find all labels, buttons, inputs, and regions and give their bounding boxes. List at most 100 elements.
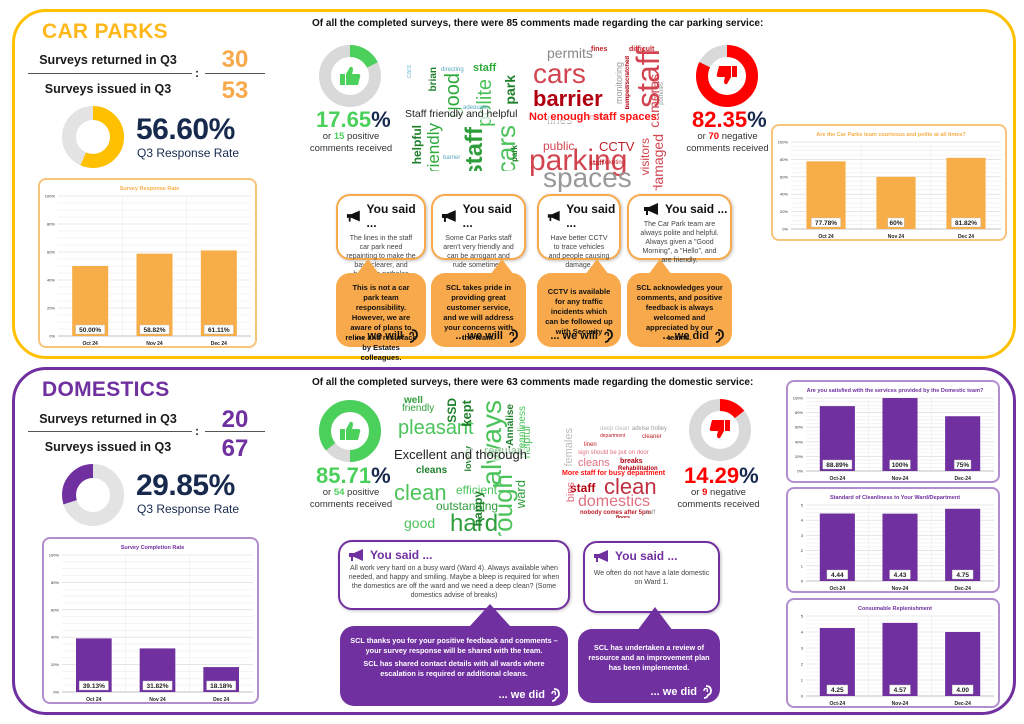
ear-icon bbox=[715, 329, 724, 343]
megaphone-icon bbox=[346, 210, 360, 222]
cloud-word: Annalise bbox=[505, 404, 516, 446]
reply-sign: ... we will bbox=[550, 329, 613, 343]
suffix: comments received bbox=[686, 143, 769, 154]
data-label-box bbox=[204, 324, 234, 335]
data-label-box bbox=[826, 684, 848, 695]
y-tick-label: 0% bbox=[782, 227, 788, 232]
chart-svg: Survey Completion Rate 0% 20% 40% 60% 80% 100%… bbox=[49, 545, 253, 703]
cloud-headline: Not enough staff spaces bbox=[529, 111, 657, 123]
donut-fill bbox=[62, 464, 124, 526]
bubble-tail bbox=[637, 607, 673, 631]
chart-title: Survey Completion Rate bbox=[121, 545, 185, 551]
positive-donut bbox=[319, 45, 381, 107]
y-tick-label: 4 bbox=[801, 630, 804, 635]
we-did-reply: SCL acknowledges your comments, and posi… bbox=[627, 273, 732, 347]
cloud-word: females bbox=[563, 428, 575, 467]
negative-word-cloud: females deep clean department linen sign… bbox=[560, 424, 674, 518]
positive-count: 15 bbox=[333, 131, 345, 142]
cloud-word: park bbox=[502, 75, 518, 105]
x-tick-label: Dec 24 bbox=[211, 341, 227, 347]
x-tick-label: Oct 24 bbox=[83, 341, 99, 347]
reply-text: This is not a car park team responsibili… bbox=[345, 283, 417, 362]
prefix: or bbox=[322, 131, 332, 142]
percent-number: 85.71 bbox=[316, 463, 372, 488]
prefix: or bbox=[697, 131, 706, 142]
cloud-word: cleans bbox=[416, 465, 448, 476]
returned-label: Surveys returned in Q3 bbox=[39, 53, 177, 67]
bar bbox=[72, 266, 109, 336]
courteous-chart: Are the Car Parks team courteous and pol… bbox=[771, 124, 1007, 241]
consumable-chart: Consumable Replenishment 0 1 2 3 4 5 4.25 Oct-24… bbox=[786, 598, 1000, 708]
megaphone-icon bbox=[441, 210, 456, 222]
x-tick-label: Dec 24 bbox=[213, 697, 229, 703]
car-parks-panel bbox=[12, 9, 1016, 359]
data-label: 4.43 bbox=[894, 572, 907, 579]
bar bbox=[882, 622, 918, 696]
y-tick-label: 0% bbox=[49, 334, 55, 339]
cloud-word: department bbox=[600, 433, 626, 439]
data-label-box bbox=[822, 459, 853, 470]
bubble-tail bbox=[585, 259, 609, 275]
reply-sign: ... we will bbox=[455, 329, 518, 343]
y-tick-label: 60% bbox=[780, 174, 788, 179]
positive-count-text: or 15 positive comments received bbox=[305, 131, 397, 155]
y-tick-label: 0% bbox=[53, 690, 59, 695]
data-label-box bbox=[887, 217, 905, 228]
chart-title: Consumable Replenishment bbox=[858, 606, 932, 612]
we-did-reply: SCL thanks you for your positive feedbac… bbox=[340, 626, 568, 706]
heading-text: You said ... bbox=[665, 202, 728, 216]
y-tick-label: 60% bbox=[47, 250, 55, 255]
cloud-word: helpful bbox=[410, 125, 424, 165]
data-label-box bbox=[79, 680, 109, 691]
y-tick-label: 0 bbox=[801, 694, 804, 699]
percent-number: 82.35 bbox=[692, 107, 748, 132]
cloud-word: staff bbox=[589, 160, 604, 167]
x-tick-label: Oct-24 bbox=[830, 701, 846, 707]
y-tick-label: 100% bbox=[45, 194, 56, 199]
ear-icon bbox=[551, 688, 560, 702]
y-tick-label: 20% bbox=[780, 209, 788, 214]
prefix: or bbox=[322, 487, 332, 498]
positive-word-cloud: pleasant always thorough clean hard good… bbox=[392, 396, 535, 536]
suffix: negative bbox=[721, 131, 758, 142]
percent-number: 17.65 bbox=[316, 107, 372, 132]
data-label: 58.82% bbox=[143, 327, 165, 334]
ear-icon bbox=[509, 329, 518, 343]
y-tick-label: 0% bbox=[797, 469, 803, 474]
cloud-word: efficient bbox=[456, 483, 498, 497]
you-said-heading: You said ... bbox=[539, 196, 619, 230]
sign-text: ... we did bbox=[662, 330, 709, 342]
response-rate-label: Q3 Response Rate bbox=[137, 146, 240, 160]
thumbs-down-icon bbox=[716, 66, 737, 85]
x-tick-label: Nov-24 bbox=[892, 586, 909, 592]
heading-text: You said ... bbox=[615, 549, 678, 563]
you-said-bubble: You said ... All work very hard on a bus… bbox=[338, 540, 570, 610]
cloud-word: parking bbox=[529, 144, 628, 177]
chart-svg: Are you satisfied with the services prov… bbox=[793, 388, 994, 482]
you-said-heading: You said ... bbox=[433, 196, 524, 230]
cloud-word: cars bbox=[533, 58, 586, 89]
bar bbox=[945, 508, 981, 581]
response-rate-label: Q3 Response Rate bbox=[137, 502, 240, 516]
bubble-tail bbox=[490, 259, 514, 275]
donut-fill bbox=[62, 106, 124, 168]
issued-value: 53 bbox=[221, 77, 249, 104]
data-label: 18.18% bbox=[210, 683, 232, 690]
you-said-bubble: You said ... We often do not have a late… bbox=[583, 541, 720, 613]
y-tick-label: 80% bbox=[51, 580, 59, 585]
cloud-word: SSD bbox=[445, 398, 459, 423]
bar bbox=[946, 157, 986, 229]
we-will-reply: This is not a car park team responsibili… bbox=[336, 273, 426, 362]
suffix: comments received bbox=[309, 143, 393, 154]
data-label-box bbox=[889, 459, 911, 470]
survey-response-rate-chart: Survey Response Rate 0% 20% 40% 60% 80% 100% 50… bbox=[38, 178, 257, 348]
satisfied-chart: Are you satisfied with the services prov… bbox=[786, 380, 1000, 483]
cloud-word: CCTV bbox=[599, 139, 635, 154]
cloud-word: adequate bbox=[463, 105, 489, 111]
suffix: negative bbox=[710, 487, 746, 498]
cloud-word: bins bbox=[565, 482, 577, 503]
data-label-box bbox=[75, 324, 105, 335]
bar bbox=[819, 628, 855, 696]
you-said-bubble: You said ... The lines in the staff car … bbox=[336, 194, 426, 287]
megaphone-icon bbox=[547, 210, 560, 222]
